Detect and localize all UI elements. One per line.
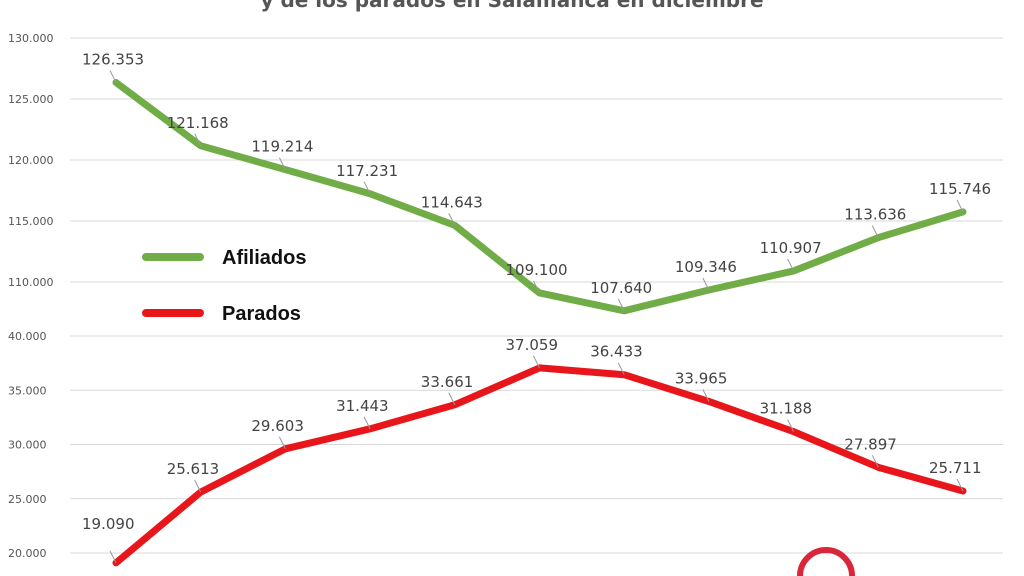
y-tick-label: 120.000 xyxy=(8,154,54,167)
legend-label: Afiliados xyxy=(222,247,306,269)
y-tick-label: 115.000 xyxy=(8,215,54,228)
data-label: 119.214 xyxy=(251,138,313,156)
data-label: 110.907 xyxy=(760,239,822,257)
leader-line xyxy=(956,199,964,213)
y-tick-label: 25.000 xyxy=(8,493,47,506)
leader-line xyxy=(363,181,371,195)
data-label: 27.897 xyxy=(844,435,897,453)
leader-line xyxy=(871,225,879,238)
y-tick-label: 110.000 xyxy=(8,276,54,289)
data-label: 25.613 xyxy=(167,460,220,478)
y-tick-label: 30.000 xyxy=(8,439,47,452)
leader-line xyxy=(109,550,117,564)
leader-line xyxy=(871,455,879,468)
leader-line xyxy=(278,436,286,450)
logo-icon xyxy=(797,547,855,576)
data-label: 29.603 xyxy=(251,417,304,435)
chart-title: y de los parados en Salamanca en diciemb… xyxy=(260,0,764,12)
y-tick-label: 35.000 xyxy=(8,384,47,397)
data-label: 33.965 xyxy=(675,369,728,387)
data-label: 121.168 xyxy=(167,114,229,132)
leader-line xyxy=(448,213,456,226)
leader-line xyxy=(702,277,710,291)
data-label: 36.433 xyxy=(590,343,643,361)
leader-line xyxy=(278,157,286,170)
y-tick-label: 40.000 xyxy=(8,330,47,343)
data-label: 109.100 xyxy=(506,261,568,279)
leader-line xyxy=(617,298,625,312)
data-label: 25.711 xyxy=(929,459,982,477)
leader-line xyxy=(533,280,540,294)
data-label: 114.643 xyxy=(421,193,483,211)
leader-line xyxy=(787,419,795,432)
data-label: 33.661 xyxy=(421,373,474,391)
y-tick-label: 130.000 xyxy=(8,32,54,45)
series-line-parados xyxy=(112,364,967,567)
data-label: 19.090 xyxy=(82,515,135,533)
leader-line xyxy=(956,478,964,492)
data-label: 109.346 xyxy=(675,258,737,276)
leader-line xyxy=(533,355,540,369)
data-label: 117.231 xyxy=(336,162,398,180)
leader-line xyxy=(787,258,795,272)
leader-line xyxy=(617,362,625,375)
leader-line xyxy=(194,133,202,146)
y-tick-label: 20.000 xyxy=(8,547,47,560)
data-label: 115.746 xyxy=(929,180,991,198)
data-label: 31.188 xyxy=(760,400,813,418)
data-label: 126.353 xyxy=(82,50,144,68)
data-label: 113.636 xyxy=(844,206,906,224)
y-tick-label: 125.000 xyxy=(8,93,54,106)
leader-line xyxy=(363,416,371,430)
leader-line xyxy=(448,392,456,406)
leader-line xyxy=(109,70,117,83)
leader-line xyxy=(194,479,202,493)
data-label: 31.443 xyxy=(336,397,389,415)
leader-line xyxy=(702,389,710,402)
data-label: 37.059 xyxy=(506,336,559,354)
data-label: 107.640 xyxy=(590,279,652,297)
legend-label: Parados xyxy=(222,303,301,325)
